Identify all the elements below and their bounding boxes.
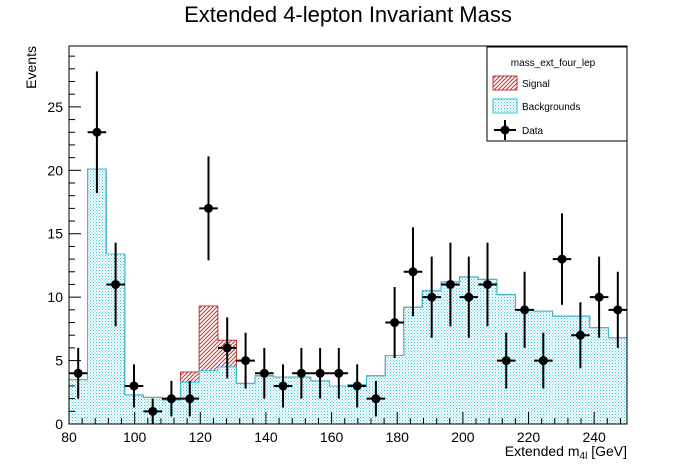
data-point (538, 356, 548, 366)
data-point (334, 368, 344, 378)
legend-data-label: Data (522, 126, 544, 137)
background-bar (329, 385, 349, 424)
background-bar (608, 337, 627, 424)
y-tick-label: 15 (47, 226, 63, 242)
data-point (296, 368, 306, 378)
data-point (129, 381, 139, 391)
data-point (148, 406, 158, 416)
background-bar (254, 375, 274, 424)
data-point (204, 203, 213, 213)
signal-bar (199, 306, 218, 371)
data-point (73, 368, 83, 378)
x-tick-label: 100 (123, 429, 147, 445)
legend-backgrounds-swatch (492, 98, 518, 114)
data-point (390, 318, 400, 328)
x-tick-label: 120 (189, 429, 213, 445)
background-bar (124, 394, 144, 424)
data-point (92, 127, 102, 137)
legend-data-marker (494, 120, 516, 140)
data-point (464, 292, 474, 302)
data-point (371, 394, 381, 404)
data-point (483, 279, 492, 289)
background-bar (403, 307, 423, 424)
y-tick-label: 5 (55, 353, 63, 369)
data-point (427, 292, 437, 302)
background-bar (292, 377, 311, 424)
x-tick-label: 240 (582, 429, 606, 445)
data-point (613, 305, 623, 315)
x-tick-label: 140 (254, 429, 278, 445)
data-point (241, 356, 251, 366)
y-tick-label: 10 (47, 289, 63, 305)
data-point (166, 394, 176, 404)
background-bar (589, 327, 609, 424)
background-bar (217, 366, 237, 424)
data-point (408, 267, 418, 277)
data-point (222, 343, 232, 353)
x-tick-label: 180 (386, 429, 410, 445)
background-bar (199, 370, 218, 424)
x-axis-label-main: Extended m (505, 443, 580, 459)
x-axis-label: Extended m4l [GeV] (505, 443, 627, 462)
legend-box (486, 46, 628, 142)
background-bar (441, 281, 460, 424)
x-tick-label: 160 (320, 429, 344, 445)
background-bar (310, 380, 330, 424)
bars-layer (68, 168, 628, 424)
background-bar (106, 254, 125, 424)
y-tick-label: 25 (47, 99, 63, 115)
background-bar (478, 279, 497, 424)
axes-layer: 80 100 120 140 160 180 200 220 240 0 5 10 15 20 25 (47, 45, 628, 445)
data-point (557, 254, 567, 264)
data-point (278, 381, 288, 391)
data-point (111, 279, 121, 289)
data-point (594, 292, 604, 302)
background-bar (69, 379, 88, 424)
background-bar (552, 316, 572, 424)
data-point (575, 330, 585, 340)
x-tick-label: 220 (517, 429, 541, 445)
background-bar (571, 316, 590, 424)
background-bar (385, 355, 404, 424)
data-point (352, 381, 362, 391)
data-point (520, 305, 530, 315)
x-tick-label: 200 (451, 429, 475, 445)
legend-title: mass_ext_four_lep (511, 58, 596, 69)
x-axis-label-subscript: 4l (580, 451, 588, 462)
data-points-layer (68, 71, 628, 424)
legend-backgrounds-label: Backgrounds (522, 102, 580, 113)
background-bar (515, 309, 534, 424)
y-tick-label: 0 (55, 416, 63, 432)
y-tick-label: 20 (47, 162, 63, 178)
data-point (185, 394, 195, 404)
plot-frame (68, 45, 628, 425)
background-bar (422, 290, 442, 424)
data-point (501, 356, 511, 366)
background-bar (459, 276, 479, 424)
legend-signal-swatch (492, 75, 518, 91)
legend: mass_ext_four_lep Signal Backgrounds Dat… (486, 46, 628, 142)
x-tick-label: 80 (61, 429, 77, 445)
signal-bar (180, 371, 200, 383)
chart-title: Extended 4-lepton Invariant Mass (184, 2, 512, 27)
legend-signal-label: Signal (522, 79, 550, 90)
x-axis-label-unit: [GeV] (587, 443, 627, 459)
data-point (259, 368, 269, 378)
data-point (445, 279, 455, 289)
y-axis-label: Events (23, 46, 39, 89)
background-bar (87, 169, 107, 424)
background-bar (236, 383, 255, 424)
data-point (315, 368, 325, 378)
